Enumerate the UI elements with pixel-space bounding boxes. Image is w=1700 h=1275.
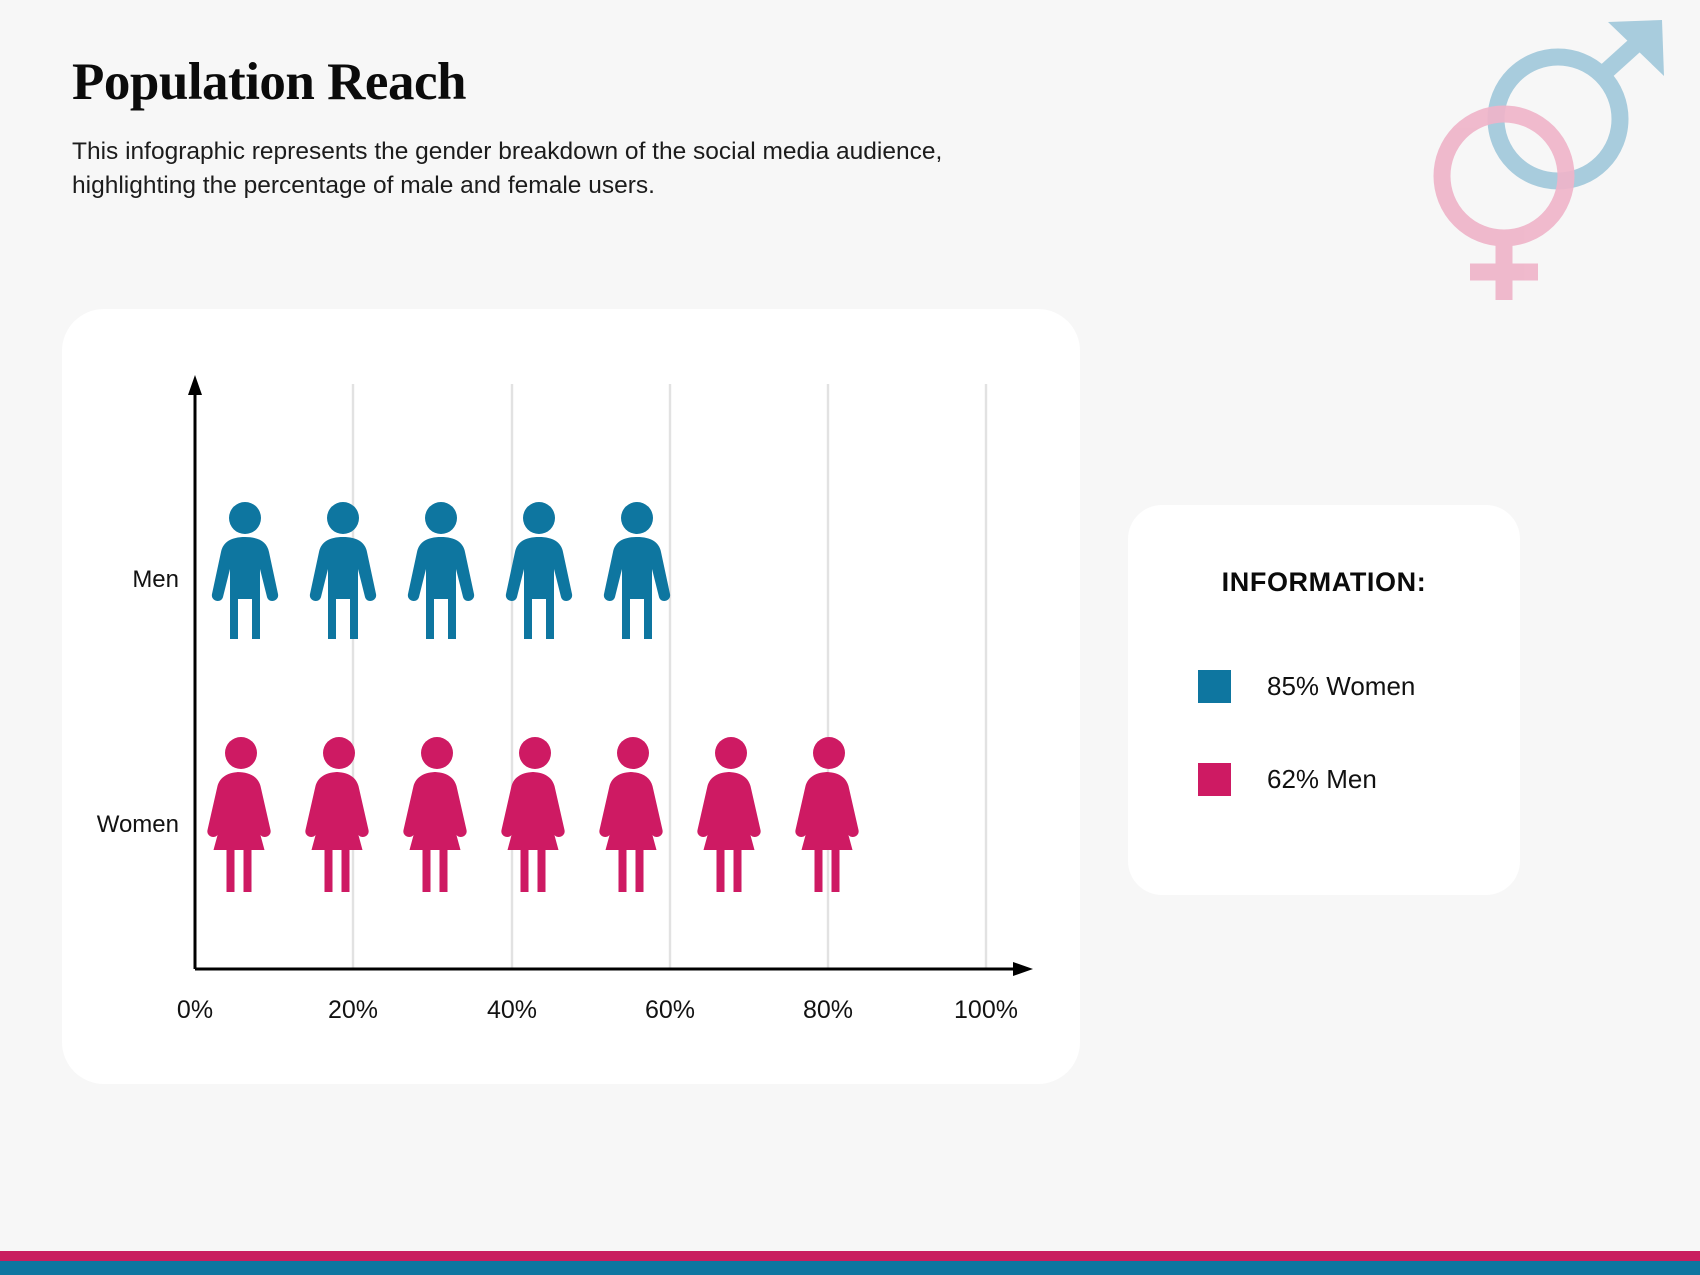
legend-label-men: 62% Men [1267,764,1377,794]
male-figure-icon [407,502,475,639]
page-title: Population Reach [72,53,466,111]
female-figure-icon [697,737,761,892]
y-axis-category-label-women: Women [97,811,179,838]
pictogram-row-men [211,502,671,639]
x-tick-100: 100% [954,996,1018,1024]
chart-card: Men Women 0% 20% 40% 60% 80% 100% [62,309,1080,1084]
male-figure-icon [211,502,279,639]
x-tick-0: 0% [177,996,213,1024]
female-figure-icon [599,737,663,892]
female-figure-icon [403,737,467,892]
male-symbol-icon [1487,21,1660,190]
legend-swatch-men [1198,763,1231,796]
page-subtitle: This infographic represents the gender b… [72,137,943,199]
x-tick-80: 80% [803,996,853,1024]
chart-gridlines [351,384,988,969]
x-tick-40: 40% [487,996,537,1024]
male-figure-icon [309,502,377,639]
x-tick-60: 60% [645,996,695,1024]
legend-label-women: 85% Women [1267,671,1416,701]
information-panel: INFORMATION: 85% Women 62% Men [1128,505,1520,895]
y-axis-category-label-men: Men [132,566,179,593]
legend-item-women: 85% Women [1198,670,1415,703]
legend-item-men: 62% Men [1198,763,1377,796]
female-symbol-icon [1433,105,1575,300]
pictogram-chart: Men Women 0% 20% 40% 60% 80% 100% [97,375,1033,1024]
male-female-symbol-icon [1416,14,1676,314]
male-figure-icon [505,502,573,639]
footer-accent-bar-blue [0,1261,1700,1275]
chart-axes [188,375,1033,976]
pictogram-row-women [207,737,859,892]
footer-accent-bar-pink [0,1251,1700,1261]
male-figure-icon [603,502,671,639]
legend-swatch-women [1198,670,1231,703]
information-panel-title: INFORMATION: [1221,567,1427,597]
female-figure-icon [207,737,271,892]
header: Population Reach This infographic repres… [72,52,1052,203]
x-tick-20: 20% [328,996,378,1024]
male-symbol-arrow-icon [1608,20,1664,76]
female-figure-icon [305,737,369,892]
